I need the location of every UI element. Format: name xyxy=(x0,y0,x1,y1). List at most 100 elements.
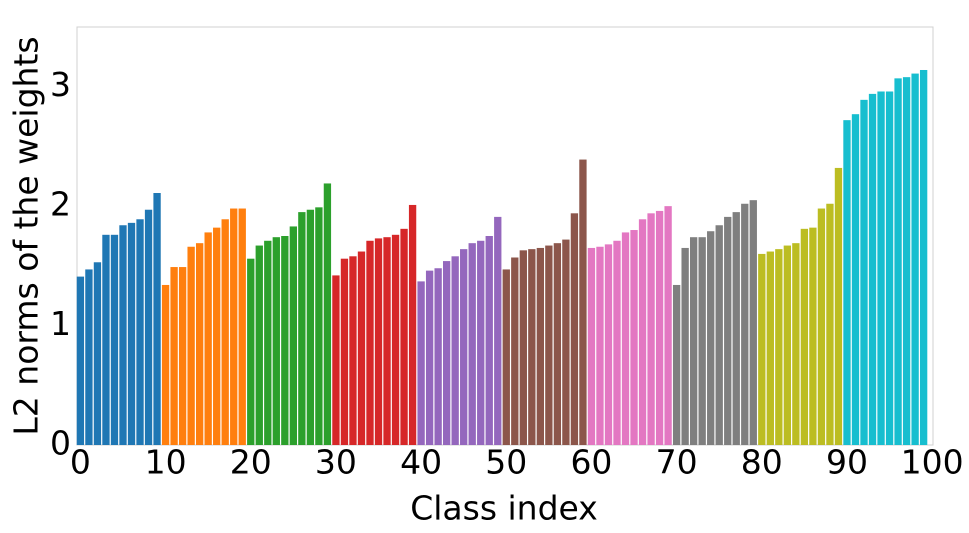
bar xyxy=(724,216,732,445)
x-axis-label: Class index xyxy=(410,489,598,528)
bar xyxy=(630,230,638,445)
x-tick-label: 10 xyxy=(145,443,187,482)
bar xyxy=(281,236,289,445)
x-tick-label: 50 xyxy=(485,443,527,482)
bar xyxy=(315,207,323,445)
bar xyxy=(783,245,792,445)
bar xyxy=(647,213,655,445)
bar xyxy=(195,243,204,445)
bar xyxy=(868,93,877,445)
bar xyxy=(860,99,868,445)
bar xyxy=(621,232,630,445)
bar xyxy=(442,261,451,445)
bar xyxy=(255,245,263,445)
bar xyxy=(604,244,613,445)
bar xyxy=(178,267,187,445)
bar xyxy=(570,213,579,445)
y-tick-label: 2 xyxy=(50,185,71,224)
bar xyxy=(502,269,510,445)
bar xyxy=(511,257,519,445)
bar xyxy=(400,228,408,445)
bar xyxy=(758,253,766,445)
x-tick-label: 20 xyxy=(230,443,272,482)
bar xyxy=(161,284,170,445)
bar xyxy=(93,262,102,445)
x-tick-label: 70 xyxy=(656,443,698,482)
bar xyxy=(468,243,476,445)
bar xyxy=(902,77,911,445)
bar xyxy=(911,73,919,445)
x-tick-label: 90 xyxy=(826,443,868,482)
bar xyxy=(775,249,783,445)
bar xyxy=(85,269,93,445)
bar xyxy=(264,240,272,445)
bar xyxy=(357,251,366,445)
bar xyxy=(460,249,468,445)
x-tick-label: 40 xyxy=(400,443,442,482)
bar xyxy=(698,237,706,445)
y-axis-label: L2 norms of the weights xyxy=(7,36,46,435)
bar xyxy=(494,216,502,445)
bar xyxy=(451,256,459,445)
bar xyxy=(289,226,298,445)
bar xyxy=(792,243,800,445)
bar xyxy=(136,219,144,445)
bar xyxy=(809,227,817,445)
bar xyxy=(689,237,698,445)
bar xyxy=(817,208,826,445)
bar xyxy=(213,227,221,445)
bar xyxy=(119,225,127,445)
bar xyxy=(340,258,349,445)
bar xyxy=(306,209,315,445)
bar xyxy=(894,78,902,446)
bar xyxy=(102,234,110,445)
bar xyxy=(715,225,723,445)
bar xyxy=(110,234,119,445)
bar xyxy=(664,206,672,445)
bar xyxy=(238,208,246,445)
bar xyxy=(545,245,553,445)
bar xyxy=(553,243,562,445)
bar xyxy=(732,212,740,445)
bar xyxy=(562,239,570,445)
bar xyxy=(528,249,536,445)
x-tick-label: 30 xyxy=(315,443,357,482)
bar xyxy=(766,251,774,445)
bar xyxy=(843,120,851,445)
bar xyxy=(596,246,604,445)
bar xyxy=(187,246,195,445)
bar xyxy=(851,114,860,445)
bar xyxy=(477,240,485,445)
bar xyxy=(221,219,229,445)
bar xyxy=(247,258,255,445)
bar xyxy=(323,183,332,446)
bar xyxy=(587,247,596,445)
x-tick-label: 100 xyxy=(901,443,964,482)
bar xyxy=(638,219,647,445)
bar xyxy=(919,69,928,445)
x-tick-label: 80 xyxy=(741,443,783,482)
bar xyxy=(519,250,527,445)
bar xyxy=(349,256,357,445)
bar xyxy=(741,203,749,445)
bar xyxy=(170,267,178,445)
y-tick-label: 0 xyxy=(50,424,71,463)
bar xyxy=(877,91,885,446)
bar xyxy=(826,203,834,445)
bar xyxy=(153,193,161,445)
bar xyxy=(332,275,340,445)
y-tick-label: 3 xyxy=(50,65,71,104)
bar xyxy=(76,276,85,445)
bar xyxy=(417,281,425,445)
bar xyxy=(272,237,280,445)
bar xyxy=(383,237,391,445)
bar xyxy=(579,159,587,445)
bar xyxy=(127,222,136,445)
bar xyxy=(834,167,843,445)
bar xyxy=(391,234,400,445)
bar xyxy=(707,231,715,445)
bar xyxy=(298,212,306,445)
bar xyxy=(408,204,417,445)
bar xyxy=(613,240,621,445)
